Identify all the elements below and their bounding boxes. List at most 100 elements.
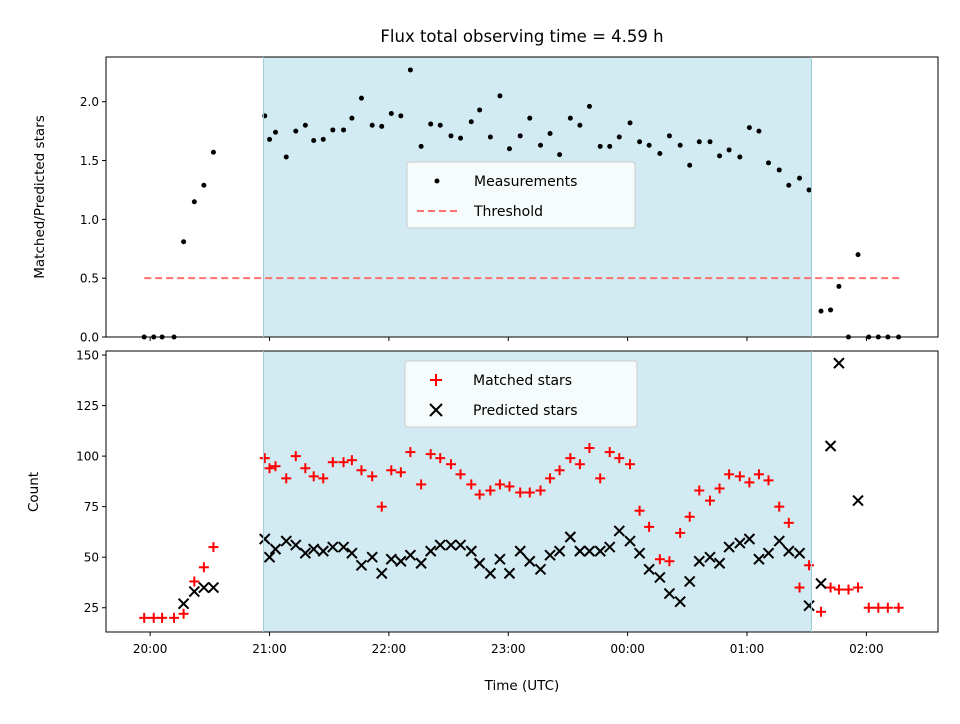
measurement-point [341,127,347,133]
predicted-star-point [613,525,625,537]
predicted-star-point [317,545,329,557]
predicted-star-point [259,533,271,545]
predicted-star-point [534,563,547,576]
predicted-star-point [574,545,586,557]
matched-star-point [783,517,794,528]
predicted-star-point [188,585,201,598]
matched-star-point [753,469,764,480]
predicted-star-point [564,531,577,543]
legend-threshold-label: Threshold [473,204,543,220]
measurement-point [607,143,613,149]
predicted-star-point [654,571,666,584]
measurement-point [517,133,523,139]
measurement-point [616,134,622,140]
predicted-star-point [494,553,506,565]
matched-star-point [367,471,378,482]
matched-star-point [863,602,874,613]
matched-star-point [584,443,595,454]
matched-star-point [734,471,745,482]
measurement-point [379,123,385,129]
predicted-star-point [484,567,497,580]
predicted-star-point [544,549,556,561]
predicted-star-point [415,557,427,569]
matched-star-point [208,542,219,553]
measurement-point [776,167,782,173]
top-y-axis-label: Matched/Predicted stars [32,115,48,278]
predicted-star-point [743,533,756,545]
predicted-star-point [553,545,566,557]
predicted-star-point [594,545,606,557]
y-tick-label: 1.5 [80,154,99,168]
measurement-point [646,142,652,148]
predicted-star-point [337,541,350,553]
measurement-point [627,120,633,126]
y-tick-label: 100 [76,450,99,464]
measurement-point [637,139,643,145]
matched-star-point [405,447,416,458]
predicted-star-point [473,557,486,569]
measurement-point [577,122,583,128]
predicted-star-point [263,551,276,563]
matched-star-point [574,459,585,470]
top-legend-box [406,161,636,229]
matched-star-point [466,479,477,490]
matched-star-point [395,467,406,478]
predicted-star-point [833,357,845,369]
bottom-x-ticks: 20:00 21:00 22:00 23:00 00:00 01:00 02:00 [133,632,884,656]
matched-star-point [825,582,836,593]
predicted-star-point [424,545,437,557]
measurement-point [191,199,197,205]
measurement-point [756,128,762,134]
legend-matched-marker [430,374,442,386]
matched-star-point [281,473,292,484]
matched-star-point [346,455,357,466]
matched-star-point [684,511,695,522]
matched-star-point [705,495,716,506]
measurement-point [746,125,752,131]
measurement-point [806,187,812,193]
measurement-point [818,308,824,314]
bottom-legend-box [404,360,638,428]
matched-star-point [290,451,301,462]
measurement-point [597,143,603,149]
measurement-point [737,154,743,160]
measurement-point [707,139,713,145]
matched-star-point [308,471,319,482]
predicted-star-point [783,545,795,557]
predicted-star-point [815,577,827,590]
measurement-point [273,129,279,135]
predicted-star-point [684,575,696,588]
matched-star-point [376,501,387,512]
predicted-star-point [395,555,407,567]
bottom-y-axis-label: Count [26,472,42,512]
measurement-point [567,115,573,121]
legend-predicted-label: Predicted stars [473,403,578,419]
y-tick-label: 150 [76,349,99,363]
predicted-star-point [514,545,526,557]
matched-star-point [474,489,485,500]
matched-star-point [504,481,515,492]
predicted-star-point [803,600,815,612]
predicted-star-point [604,541,616,553]
measurement-point [726,147,732,153]
measurement-point [666,133,672,139]
predicted-star-point [663,587,676,600]
predicted-star-point [524,555,536,567]
measurement-point [428,121,434,127]
y-tick-label: 0.0 [80,331,99,345]
matched-star-point [774,501,785,512]
predicted-star-point [723,541,735,553]
matched-star-point [455,469,466,480]
matched-star-point [485,485,496,496]
measurement-point [311,138,317,144]
measurement-point [557,152,563,158]
matched-star-point [744,477,755,488]
y-tick-label: 25 [84,601,99,615]
matched-star-point [694,485,705,496]
measurement-point [696,139,702,145]
measurement-point [262,113,268,119]
measurement-point [797,175,803,181]
predicted-star-point [824,440,837,452]
predicted-star-point [704,551,716,563]
